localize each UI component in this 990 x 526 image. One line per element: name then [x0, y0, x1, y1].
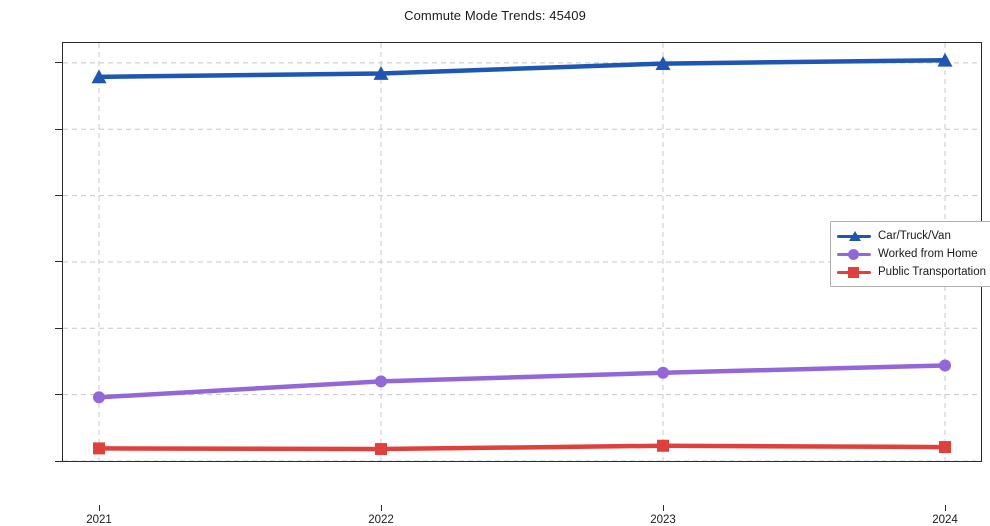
data-point — [939, 441, 951, 454]
series-2 — [93, 359, 951, 404]
legend-label: Public Transportation — [878, 266, 987, 278]
legend-swatch-triangle-icon — [837, 229, 871, 243]
series-line — [96, 58, 948, 80]
x-tick-mark — [380, 505, 382, 511]
y-tick-mark — [55, 62, 62, 64]
series-line — [96, 443, 948, 452]
data-point — [91, 69, 107, 84]
data-point — [937, 52, 953, 67]
data-point — [657, 366, 669, 379]
chart-title: Commute Mode Trends: 45409 — [404, 8, 586, 23]
plot-area: 2021 2022 2023 2024 — [62, 42, 982, 526]
data-point — [375, 375, 387, 388]
x-tick-label: 2024 — [932, 514, 958, 526]
series-3 — [93, 439, 951, 456]
y-tick-mark — [55, 327, 62, 329]
data-point — [373, 66, 389, 80]
x-tick-mark — [944, 505, 946, 511]
x-tick-label: 2022 — [368, 514, 394, 526]
series-line — [96, 363, 948, 400]
series-1 — [91, 52, 953, 84]
legend-item-3[interactable]: Public Transportation — [837, 263, 986, 281]
data-point — [657, 439, 669, 452]
legend-swatch-square-icon — [837, 265, 871, 279]
legend-marker-square-icon — [848, 267, 859, 278]
chart-figure: Commute Mode Trends: 45409 Percentage of… — [55, 8, 990, 526]
data-point — [93, 391, 105, 404]
legend-item-2[interactable]: Worked from Home — [837, 245, 986, 263]
legend-item-1[interactable]: Car/Truck/Van — [837, 227, 986, 245]
x-tick-mark — [662, 505, 664, 511]
x-tick-label: 2021 — [86, 514, 112, 526]
data-point — [375, 443, 387, 456]
x-tick-label: 2023 — [650, 514, 676, 526]
legend-label: Worked from Home — [878, 248, 978, 260]
data-point — [93, 442, 105, 455]
x-tick-mark — [98, 505, 100, 511]
data-point — [655, 56, 671, 70]
legend-swatch-circle-icon — [837, 247, 871, 261]
y-tick-mark — [55, 261, 62, 263]
y-tick-mark — [55, 128, 62, 130]
legend-label: Car/Truck/Van — [878, 230, 951, 242]
y-tick-mark — [55, 195, 62, 197]
y-tick-mark — [55, 394, 62, 396]
y-tick-mark — [55, 460, 62, 462]
legend-marker-triangle-icon — [849, 231, 861, 241]
chart-legend[interactable]: Car/Truck/Van Worked from Home Public Tran… — [830, 221, 990, 287]
data-point — [939, 359, 951, 372]
legend-marker-circle-icon — [848, 249, 859, 260]
